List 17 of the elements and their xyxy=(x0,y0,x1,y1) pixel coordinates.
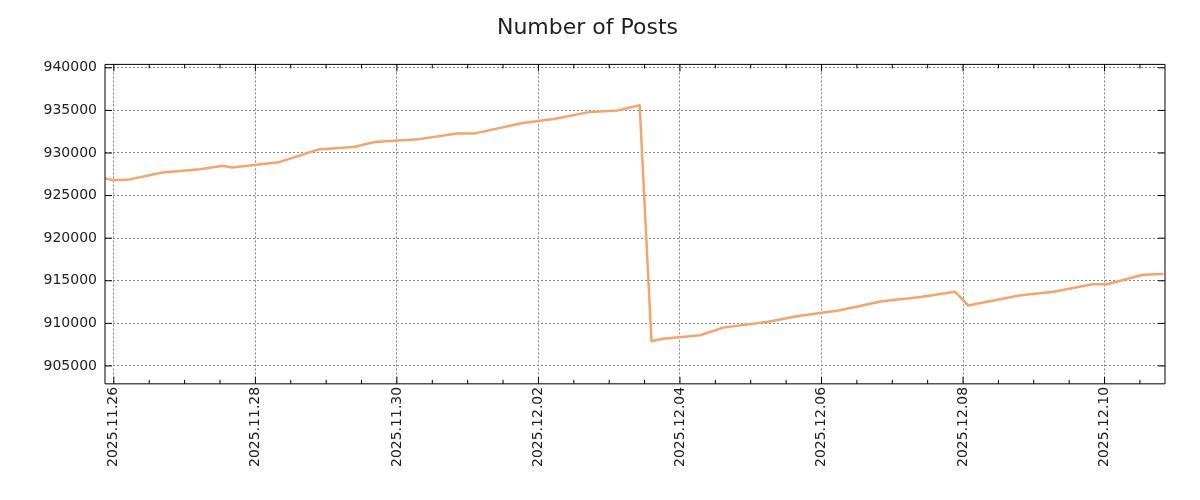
x-tick-label: 2025.11.28 xyxy=(246,386,263,468)
y-tick-label: 935000 xyxy=(43,101,97,118)
x-tick-label: 2025.12.10 xyxy=(1095,386,1112,468)
x-tick-label: 2025.11.30 xyxy=(387,386,404,468)
y-tick-label: 920000 xyxy=(43,228,97,245)
y-tick-label: 905000 xyxy=(43,356,97,373)
y-tick-label: 930000 xyxy=(43,143,97,160)
x-tick-label: 2025.12.02 xyxy=(529,386,546,468)
y-tick-label: 925000 xyxy=(43,186,97,203)
x-tick-label: 2025.12.04 xyxy=(670,386,687,468)
x-tick-label: 2025.11.26 xyxy=(104,386,121,468)
y-tick-label: 940000 xyxy=(43,58,97,75)
x-tick-label: 2025.12.08 xyxy=(953,386,970,468)
x-tick-label: 2025.12.06 xyxy=(812,386,829,468)
y-tick-label: 915000 xyxy=(43,271,97,288)
y-tick-label: 910000 xyxy=(43,314,97,330)
chart-title: Number of Posts xyxy=(496,13,679,39)
